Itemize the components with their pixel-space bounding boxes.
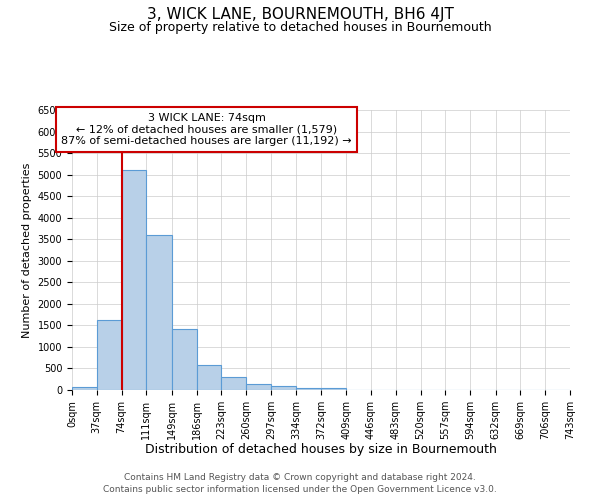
Bar: [197, 364, 221, 390]
Text: Distribution of detached houses by size in Bournemouth: Distribution of detached houses by size …: [145, 442, 497, 456]
Bar: [172, 329, 197, 390]
Bar: [322, 388, 346, 390]
Bar: [146, 235, 172, 390]
Bar: [271, 386, 296, 390]
Y-axis label: Number of detached properties: Number of detached properties: [22, 162, 32, 338]
Text: 3, WICK LANE, BOURNEMOUTH, BH6 4JT: 3, WICK LANE, BOURNEMOUTH, BH6 4JT: [146, 8, 454, 22]
Text: Size of property relative to detached houses in Bournemouth: Size of property relative to detached ho…: [109, 21, 491, 34]
Bar: [122, 170, 146, 390]
Text: 3 WICK LANE: 74sqm
← 12% of detached houses are smaller (1,579)
87% of semi-deta: 3 WICK LANE: 74sqm ← 12% of detached hou…: [61, 113, 352, 146]
Bar: [221, 377, 246, 390]
Bar: [246, 384, 271, 390]
Bar: [72, 388, 97, 390]
Bar: [296, 388, 322, 390]
Bar: [97, 320, 122, 390]
Text: Contains HM Land Registry data © Crown copyright and database right 2024.
Contai: Contains HM Land Registry data © Crown c…: [103, 472, 497, 494]
